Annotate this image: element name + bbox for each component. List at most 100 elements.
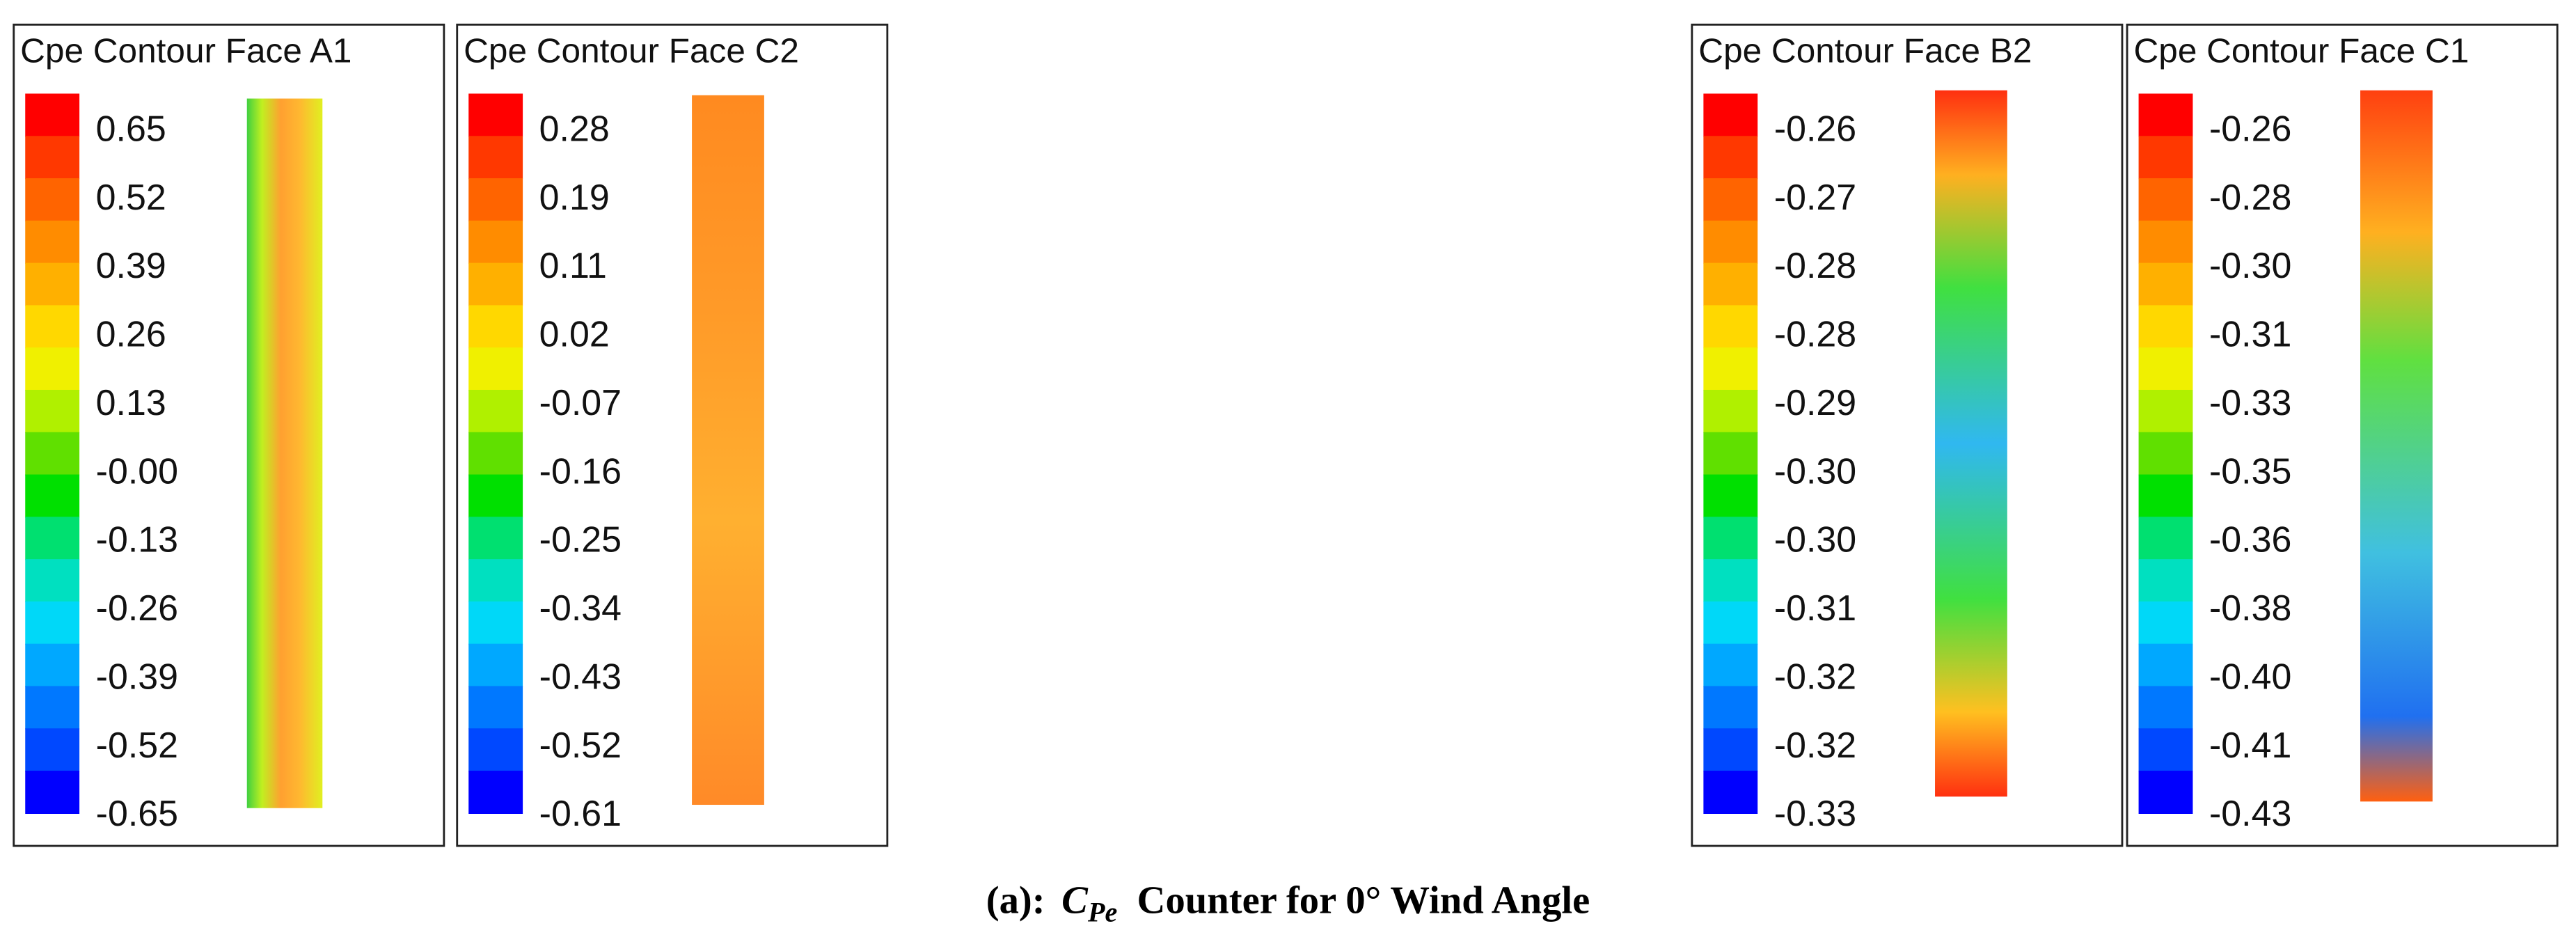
colorbar-band — [2138, 728, 2193, 772]
colorbar-band — [25, 347, 80, 391]
contour-field — [2360, 90, 2433, 802]
colorbar-band — [468, 347, 523, 391]
colorbar-band — [1703, 474, 1758, 518]
colorbar-level: -0.43 — [539, 656, 622, 696]
colorbar-level: -0.34 — [539, 588, 622, 628]
colorbar-band — [25, 389, 80, 433]
colorbar-band — [468, 643, 523, 687]
colorbar-level: -0.41 — [2209, 725, 2291, 765]
caption-subscript: Pe — [1087, 897, 1117, 928]
colorbar-band — [2138, 347, 2193, 391]
colorbar-band — [25, 136, 80, 180]
colorbar-band — [468, 728, 523, 772]
colorbar-band — [468, 601, 523, 645]
colorbar-band — [468, 771, 523, 815]
colorbar-level: -0.35 — [2209, 450, 2291, 491]
colorbar-band — [2138, 432, 2193, 475]
colorbar-level: -0.30 — [1774, 519, 1856, 560]
colorbar-band — [2138, 93, 2193, 137]
colorbar-band — [1703, 517, 1758, 560]
colorbar-band — [468, 178, 523, 222]
colorbar-level: -0.25 — [539, 519, 622, 560]
contour-field — [246, 98, 323, 808]
colorbar-level: 0.19 — [539, 177, 610, 217]
colorbar-band — [25, 262, 80, 306]
colorbar-band — [468, 220, 523, 264]
colorbar-band — [2138, 517, 2193, 560]
colorbar-band — [1703, 559, 1758, 603]
colorbar-band — [25, 686, 80, 730]
colorbar-band — [1703, 432, 1758, 475]
colorbar-band — [2138, 771, 2193, 815]
panel-title: Cpe Contour Face C1 — [2134, 32, 2470, 70]
colorbar-band — [2138, 178, 2193, 222]
colorbar-level: -0.40 — [2209, 656, 2291, 696]
colorbar-level: -0.31 — [1774, 588, 1856, 628]
colorbar-band — [468, 559, 523, 603]
panel-title: Cpe Contour Face A1 — [20, 32, 351, 70]
colorbar-band — [1703, 643, 1758, 687]
colorbar-level: -0.00 — [96, 450, 178, 491]
colorbar-level: -0.26 — [1774, 108, 1856, 148]
colorbar-band — [2138, 305, 2193, 349]
colorbar-band — [1703, 220, 1758, 264]
colorbar-band — [25, 517, 80, 560]
colorbar-band — [1703, 601, 1758, 645]
contour-field — [1935, 90, 2007, 797]
colorbar-band — [468, 432, 523, 475]
caption-symbol: C — [1061, 879, 1089, 922]
colorbar-level: -0.29 — [1774, 382, 1856, 423]
colorbar-level: -0.13 — [96, 519, 178, 560]
colorbar-level: 0.65 — [96, 108, 166, 148]
panel-frame — [13, 23, 445, 847]
colorbar-band — [1703, 728, 1758, 772]
colorbar-level: -0.32 — [1774, 656, 1856, 696]
colorbar-band — [25, 93, 80, 137]
colorbar-level: -0.16 — [539, 450, 622, 491]
colorbar-band — [2138, 474, 2193, 518]
colorbar-band — [2138, 559, 2193, 603]
colorbar-level: 0.13 — [96, 382, 166, 423]
colorbar-band — [1703, 93, 1758, 137]
colorbar-level: -0.61 — [539, 793, 622, 833]
colorbar-band — [2138, 262, 2193, 306]
panel-frame — [2126, 23, 2559, 847]
colorbar-level: -0.52 — [96, 725, 178, 765]
colorbar-band — [468, 474, 523, 518]
colorbar-level: -0.30 — [1774, 450, 1856, 491]
caption-label: (a): — [986, 879, 1045, 922]
colorbar-level: -0.28 — [1774, 314, 1856, 354]
colorbar-band — [468, 305, 523, 349]
colorbar-level: -0.33 — [2209, 382, 2291, 423]
colorbar-band — [1703, 389, 1758, 433]
colorbar-band — [1703, 262, 1758, 306]
colorbar-band — [468, 93, 523, 137]
caption-text: Counter for 0° Wind Angle — [1137, 879, 1590, 922]
colorbar-level: -0.28 — [1774, 245, 1856, 285]
colorbar-band — [2138, 220, 2193, 264]
colorbar-band — [468, 136, 523, 180]
colorbar-band — [25, 728, 80, 772]
colorbar-level: -0.36 — [2209, 519, 2291, 560]
colorbar-band — [468, 389, 523, 433]
colorbar-band — [25, 559, 80, 603]
colorbar-band — [25, 432, 80, 475]
colorbar-level: -0.26 — [96, 588, 178, 628]
colorbar-band — [25, 474, 80, 518]
colorbar-band — [25, 771, 80, 815]
colorbar-level: -0.28 — [2209, 177, 2291, 217]
colorbar-band — [25, 305, 80, 349]
colorbar-band — [468, 262, 523, 306]
panel-frame — [456, 23, 889, 847]
colorbar-level: 0.11 — [539, 245, 607, 285]
colorbar-band — [1703, 136, 1758, 180]
colorbar-level: 0.52 — [96, 177, 166, 217]
colorbar-band — [25, 220, 80, 264]
colorbar-band — [25, 178, 80, 222]
colorbar-band — [1703, 771, 1758, 815]
colorbar-band — [25, 643, 80, 687]
colorbar-level: -0.07 — [539, 382, 622, 423]
colorbar-level: -0.38 — [2209, 588, 2291, 628]
colorbar-level: 0.39 — [96, 245, 166, 285]
